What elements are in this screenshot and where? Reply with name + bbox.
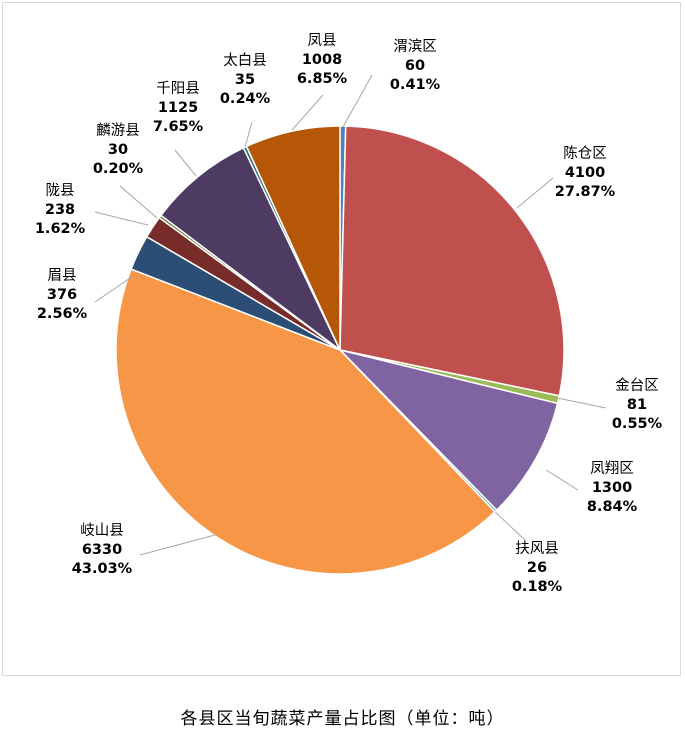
label-name: 麟游县 — [96, 123, 140, 139]
pie-slice-9 — [159, 146, 341, 351]
label-value: 6330 — [81, 542, 123, 558]
label-name: 眉县 — [47, 268, 77, 284]
label-value: 81 — [626, 397, 648, 413]
label-value: 30 — [107, 142, 129, 158]
label-percent: 1.62% — [34, 221, 86, 237]
leader-line — [94, 211, 149, 226]
label-name: 金台区 — [615, 378, 659, 394]
pie-slice-1 — [339, 125, 565, 397]
label-value: 1300 — [591, 480, 633, 496]
label-percent: 0.24% — [219, 91, 271, 107]
label-percent: 0.55% — [611, 416, 663, 432]
label-value: 35 — [234, 72, 256, 88]
data-label: 岐山县 6330 43.03% — [57, 522, 147, 579]
leader-line — [291, 94, 324, 131]
label-percent: 2.56% — [36, 306, 88, 322]
label-name: 太白县 — [223, 53, 267, 69]
data-label: 陇县 238 1.62% — [15, 182, 105, 239]
data-label: 扶风县 26 0.18% — [492, 540, 582, 597]
leader-line — [174, 149, 197, 177]
label-value: 26 — [526, 560, 548, 576]
label-percent: 0.20% — [92, 161, 144, 177]
label-value: 238 — [44, 202, 76, 218]
label-value: 1008 — [301, 52, 343, 68]
label-name: 陇县 — [45, 183, 75, 199]
label-value: 1125 — [157, 100, 199, 116]
data-label: 凤县 1008 6.85% — [277, 32, 367, 89]
label-value: 60 — [404, 58, 426, 74]
data-label: 凤翔区 1300 8.84% — [567, 460, 657, 517]
label-name: 岐山县 — [80, 523, 124, 539]
pie-chart — [94, 74, 607, 575]
pie-slice-11 — [245, 125, 341, 351]
label-name: 扶风县 — [515, 541, 559, 557]
data-label: 陈仓区 4100 27.87% — [540, 145, 630, 202]
label-value: 4100 — [564, 165, 606, 181]
leader-line — [556, 397, 607, 409]
label-percent: 7.65% — [152, 119, 204, 135]
leader-line — [545, 469, 579, 491]
label-name: 千阳县 — [156, 81, 200, 97]
data-label: 眉县 376 2.56% — [17, 267, 107, 324]
data-label: 麟游县 30 0.20% — [73, 122, 163, 179]
label-percent: 27.87% — [554, 184, 616, 200]
label-value: 376 — [46, 287, 78, 303]
label-name: 凤县 — [307, 33, 337, 49]
leader-line — [516, 177, 554, 209]
label-percent: 8.84% — [586, 499, 638, 515]
leader-line — [139, 534, 216, 556]
chart-frame — [2, 2, 681, 676]
label-name: 凤翔区 — [590, 461, 634, 477]
label-percent: 0.41% — [389, 77, 441, 93]
label-percent: 0.18% — [511, 579, 563, 595]
data-label: 金台区 81 0.55% — [592, 377, 682, 434]
leader-line — [119, 185, 158, 219]
data-label: 渭滨区 60 0.41% — [370, 38, 460, 95]
chart-title: 各县区当旬蔬菜产量占比图（单位：吨） — [180, 709, 505, 729]
label-name: 陈仓区 — [563, 146, 607, 162]
pie-slice-3 — [337, 348, 559, 512]
pie-slice-5 — [115, 268, 496, 575]
label-percent: 43.03% — [71, 561, 133, 577]
leader-line — [342, 74, 373, 128]
label-percent: 6.85% — [296, 71, 348, 87]
leader-line — [492, 509, 526, 541]
data-label: 千阳县 1125 7.65% — [133, 80, 223, 137]
label-name: 渭滨区 — [393, 39, 437, 55]
leader-line — [94, 275, 134, 303]
data-label: 太白县 35 0.24% — [200, 52, 290, 109]
leader-line — [244, 121, 253, 148]
